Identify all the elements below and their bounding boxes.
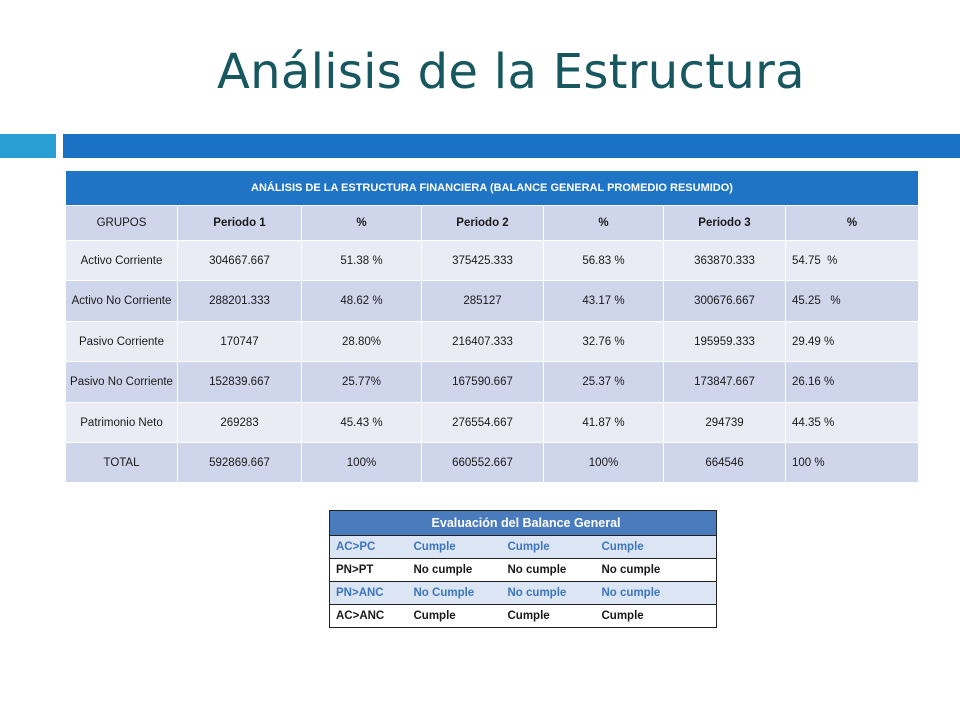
eval-value: No cumple bbox=[501, 558, 596, 582]
cell-value: 294739 bbox=[663, 402, 786, 443]
cell-value: 26.16 % bbox=[785, 361, 919, 403]
cell-value: 269283 bbox=[177, 402, 302, 443]
cell-value: 167590.667 bbox=[421, 361, 544, 403]
row-label: Patrimonio Neto bbox=[65, 402, 178, 443]
column-header-row: GRUPOS Periodo 1 % Periodo 2 % Periodo 3… bbox=[65, 205, 919, 241]
cell-value: 44.35 % bbox=[785, 402, 919, 443]
table-row: Activo No Corriente 288201.333 48.62 % 2… bbox=[65, 280, 919, 322]
cell-value: 375425.333 bbox=[421, 240, 544, 281]
cell-value: 25.77% bbox=[301, 361, 422, 403]
cell-value: 363870.333 bbox=[663, 240, 786, 281]
table-title: ANÁLISIS DE LA ESTRUCTURA FINANCIERA (BA… bbox=[65, 170, 919, 206]
cell-value: 660552.667 bbox=[421, 442, 544, 483]
eval-value: No cumple bbox=[595, 558, 717, 582]
cell-value: 664546 bbox=[663, 442, 786, 483]
cell-value: 288201.333 bbox=[177, 280, 302, 322]
cell-value: 29.49 % bbox=[785, 321, 919, 362]
cell-value: 100% bbox=[301, 442, 422, 483]
cell-value: 32.76 % bbox=[543, 321, 664, 362]
eval-title: Evaluación del Balance General bbox=[329, 510, 717, 536]
cell-value: 51.38 % bbox=[301, 240, 422, 281]
cell-value: 276554.667 bbox=[421, 402, 544, 443]
cell-value: 56.83 % bbox=[543, 240, 664, 281]
column-header: Periodo 1 bbox=[177, 205, 302, 241]
cell-value: 216407.333 bbox=[421, 321, 544, 362]
cell-value: 100% bbox=[543, 442, 664, 483]
eval-label: PN>PT bbox=[329, 558, 408, 582]
cell-value: 45.25 % bbox=[785, 280, 919, 322]
table-title-row: ANÁLISIS DE LA ESTRUCTURA FINANCIERA (BA… bbox=[65, 170, 919, 206]
row-label: Pasivo Corriente bbox=[65, 321, 178, 362]
cell-value: 170747 bbox=[177, 321, 302, 362]
cell-value: 45.43 % bbox=[301, 402, 422, 443]
cell-value: 195959.333 bbox=[663, 321, 786, 362]
eval-row: PN>PT No cumple No cumple No cumple bbox=[329, 558, 717, 582]
eval-row: AC>PC Cumple Cumple Cumple bbox=[329, 535, 717, 559]
eval-value: Cumple bbox=[407, 604, 502, 628]
accent-bar-left bbox=[0, 134, 56, 158]
slide-title: Análisis de la Estructura bbox=[217, 44, 805, 100]
table-row: Pasivo Corriente 170747 28.80% 216407.33… bbox=[65, 321, 919, 362]
row-label: Activo Corriente bbox=[65, 240, 178, 281]
eval-value: No Cumple bbox=[407, 581, 502, 605]
cell-value: 285127 bbox=[421, 280, 544, 322]
cell-value: 100 % bbox=[785, 442, 919, 483]
eval-value: Cumple bbox=[595, 535, 717, 559]
eval-value: Cumple bbox=[501, 535, 596, 559]
table-row: Pasivo No Corriente 152839.667 25.77% 16… bbox=[65, 361, 919, 403]
column-header: % bbox=[785, 205, 919, 241]
column-header: % bbox=[301, 205, 422, 241]
cell-value: 592869.667 bbox=[177, 442, 302, 483]
column-header: Periodo 2 bbox=[421, 205, 544, 241]
cell-value: 28.80% bbox=[301, 321, 422, 362]
eval-row: PN>ANC No Cumple No cumple No cumple bbox=[329, 581, 717, 605]
cell-value: 25.37 % bbox=[543, 361, 664, 403]
balance-evaluation-table: Evaluación del Balance General AC>PC Cum… bbox=[329, 510, 718, 628]
cell-value: 152839.667 bbox=[177, 361, 302, 403]
eval-value: Cumple bbox=[407, 535, 502, 559]
cell-value: 43.17 % bbox=[543, 280, 664, 322]
table-row: Activo Corriente 304667.667 51.38 % 3754… bbox=[65, 240, 919, 281]
cell-value: 300676.667 bbox=[663, 280, 786, 322]
cell-value: 54.75 % bbox=[785, 240, 919, 281]
eval-label: AC>ANC bbox=[329, 604, 408, 628]
eval-value: No cumple bbox=[501, 581, 596, 605]
table-row-total: TOTAL 592869.667 100% 660552.667 100% 66… bbox=[65, 442, 919, 483]
cell-value: 48.62 % bbox=[301, 280, 422, 322]
row-label: Activo No Corriente bbox=[65, 280, 178, 322]
cell-value: 173847.667 bbox=[663, 361, 786, 403]
eval-row: AC>ANC Cumple Cumple Cumple bbox=[329, 604, 717, 628]
eval-value: Cumple bbox=[501, 604, 596, 628]
row-label: Pasivo No Corriente bbox=[65, 361, 178, 403]
row-label: TOTAL bbox=[65, 442, 178, 483]
table-row: Patrimonio Neto 269283 45.43 % 276554.66… bbox=[65, 402, 919, 443]
column-header: Periodo 3 bbox=[663, 205, 786, 241]
accent-bar-right bbox=[63, 134, 960, 158]
eval-value: No cumple bbox=[407, 558, 502, 582]
eval-value: Cumple bbox=[595, 604, 717, 628]
eval-header-row: Evaluación del Balance General bbox=[329, 510, 717, 536]
eval-value: No cumple bbox=[595, 581, 717, 605]
column-header: % bbox=[543, 205, 664, 241]
cell-value: 41.87 % bbox=[543, 402, 664, 443]
cell-value: 304667.667 bbox=[177, 240, 302, 281]
eval-label: PN>ANC bbox=[329, 581, 408, 605]
column-header: GRUPOS bbox=[65, 205, 178, 241]
financial-structure-table: ANÁLISIS DE LA ESTRUCTURA FINANCIERA (BA… bbox=[65, 170, 919, 483]
eval-label: AC>PC bbox=[329, 535, 408, 559]
